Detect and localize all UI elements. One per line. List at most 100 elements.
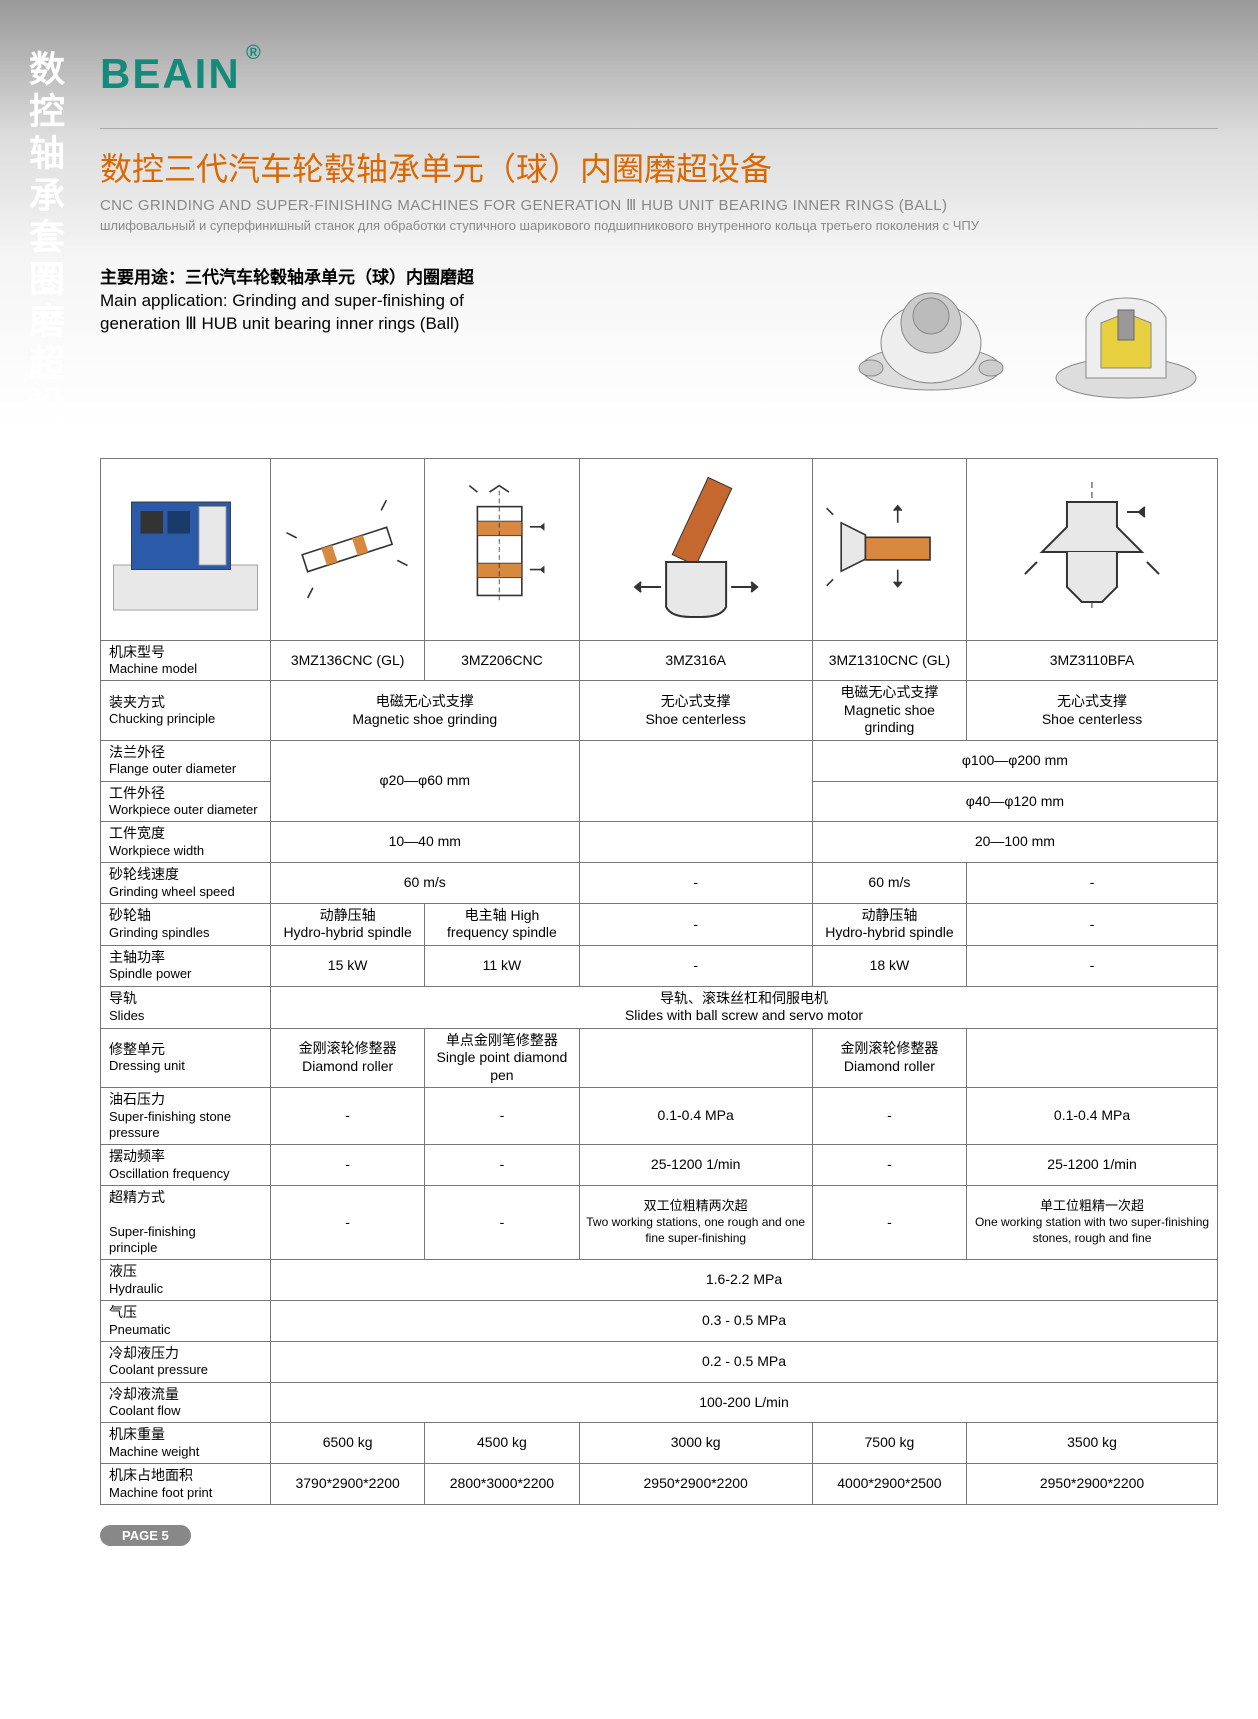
model-row: 机床型号Machine model 3MZ136CNC (GL) 3MZ206C… [101, 640, 1218, 681]
label-en: Flange outer diameter [109, 761, 264, 777]
power-row: 主轴功率Spindle power 15 kW 11 kW - 18 kW - [101, 945, 1218, 986]
label-cn: 法兰外径 [109, 744, 264, 762]
label-en: Workpiece outer diameter [109, 802, 264, 818]
label-en: Workpiece width [109, 843, 264, 859]
cell-en: Diamond roller [302, 1058, 393, 1074]
main-content: BEAIN 数控三代汽车轮毂轴承单元（球）内圈磨超设备 CNC GRINDING… [100, 0, 1258, 1586]
cell-blank [579, 740, 812, 822]
cell-cn: 单点金刚笔修整器 [446, 1032, 558, 1048]
weight-row: 机床重量Machine weight 6500 kg 4500 kg 3000 … [101, 1423, 1218, 1464]
cell: 25-1200 1/min [967, 1145, 1218, 1186]
cell-en: Single point diamond pen [437, 1049, 568, 1083]
cell: - [967, 903, 1218, 945]
cell: 2800*3000*2200 [425, 1464, 579, 1505]
cell: 6500 kg [271, 1423, 425, 1464]
cell: - [579, 903, 812, 945]
cell: φ40—φ120 mm [812, 781, 1217, 822]
footprint-row: 机床占地面积Machine foot print 3790*2900*2200 … [101, 1464, 1218, 1505]
cell: 3MZ3110BFA [967, 640, 1218, 681]
label-en: Grinding spindles [109, 925, 264, 941]
application-text: 主要用途：三代汽车轮毂轴承单元（球）内圈磨超 Main application:… [100, 263, 788, 334]
label-cn: 超精方式 [109, 1189, 264, 1207]
cell: 10—40 mm [271, 822, 580, 863]
cell-cn: 动静压轴 [320, 907, 376, 923]
coolant-p-row: 冷却液压力Coolant pressure 0.2 - 0.5 MPa [101, 1341, 1218, 1382]
cell-cn: 导轨、滚珠丝杠和伺服电机 [660, 990, 828, 1006]
cell-en: Slides with ball screw and servo motor [625, 1007, 863, 1023]
cell: φ20—φ60 mm [271, 740, 580, 822]
cell-cn: 无心式支撑 [1057, 693, 1127, 709]
divider [100, 128, 1218, 129]
cell-blank [579, 1028, 812, 1088]
product-title-cn: 数控三代汽车轮毂轴承单元（球）内圈磨超设备 [100, 144, 1218, 190]
cell-en: Hydro-hybrid spindle [825, 924, 953, 940]
cell-en: Hydro-hybrid spindle [283, 924, 411, 940]
label-cn: 液压 [109, 1263, 264, 1281]
app-cn: 主要用途：三代汽车轮毂轴承单元（球）内圈磨超 [100, 263, 788, 288]
cell-en: Shoe centerless [645, 711, 745, 727]
cell-cn: 无心式支撑 [661, 693, 731, 709]
cell: - [425, 1145, 579, 1186]
label-cn: 冷却液流量 [109, 1386, 264, 1404]
cell-en: Magnetic shoe grinding [844, 702, 935, 736]
cell: 3500 kg [967, 1423, 1218, 1464]
label-en: Machine model [109, 661, 264, 677]
cell: 15 kW [271, 945, 425, 986]
label-en: Coolant pressure [109, 1362, 264, 1378]
cell-en: Magnetic shoe grinding [352, 711, 497, 727]
cell: - [812, 1088, 966, 1145]
label-cn: 工件外径 [109, 785, 264, 803]
cell: - [271, 1185, 425, 1260]
cell: 20—100 mm [812, 822, 1217, 863]
page-number-badge: PAGE 5 [100, 1525, 191, 1546]
chucking-row: 装夹方式Chucking principle 电磁无心式支撑 Magnetic s… [101, 681, 1218, 741]
cell: - [425, 1088, 579, 1145]
cell: - [271, 1088, 425, 1145]
label-en: Grinding wheel speed [109, 884, 264, 900]
diagram-1 [271, 459, 425, 641]
cell-cn: 金刚滚轮修整器 [299, 1040, 397, 1056]
cell: 2950*2900*2200 [579, 1464, 812, 1505]
label-cn: 修整单元 [109, 1041, 264, 1059]
label-en: Machine foot print [109, 1485, 264, 1501]
cell: 0.1-0.4 MPa [579, 1088, 812, 1145]
cell: - [579, 945, 812, 986]
sf-principle-row: 超精方式Super-finishingprinciple - - 双工位粗精两次… [101, 1185, 1218, 1260]
label-cn: 装夹方式 [109, 694, 264, 712]
cell: 2950*2900*2200 [967, 1464, 1218, 1505]
label-cn: 油石压力 [109, 1091, 264, 1109]
cell-en: frequency spindle [447, 924, 557, 940]
cell: - [967, 863, 1218, 904]
cell-cn: 电磁无心式支撑 [840, 684, 938, 700]
cell: 1.6-2.2 MPa [271, 1260, 1218, 1301]
diagram-row [101, 459, 1218, 641]
diagram-2 [425, 459, 579, 641]
cell-cn: 电主轴 High [465, 907, 540, 923]
label-en: Chucking principle [109, 711, 264, 727]
label-cn: 导轨 [109, 990, 264, 1008]
label-cn: 气压 [109, 1304, 264, 1322]
label-en: Hydraulic [109, 1281, 264, 1297]
label-cn: 主轴功率 [109, 949, 264, 967]
pneumatic-row: 气压Pneumatic 0.3 - 0.5 MPa [101, 1301, 1218, 1342]
cell: 3MZ316A [579, 640, 812, 681]
spec-table: 机床型号Machine model 3MZ136CNC (GL) 3MZ206C… [100, 458, 1218, 1505]
coolant-f-row: 冷却液流量Coolant flow 100-200 L/min [101, 1382, 1218, 1423]
label-en: Super-finishing stone pressure [109, 1109, 264, 1142]
label-en: Super-finishingprinciple [109, 1224, 264, 1257]
label-cn: 工件宽度 [109, 825, 264, 843]
label-en: Pneumatic [109, 1322, 264, 1338]
app-en1: Main application: Grinding and super-fin… [100, 291, 788, 311]
cell-en: Shoe centerless [1042, 711, 1142, 727]
cell-blank [967, 1028, 1218, 1088]
label-cn: 摆动频率 [109, 1148, 264, 1166]
cell: - [812, 1145, 966, 1186]
oscillation-row: 摆动频率Oscillation frequency - - 25-1200 1/… [101, 1145, 1218, 1186]
cell: 60 m/s [812, 863, 966, 904]
label-en: Dressing unit [109, 1058, 264, 1074]
machine-photo-icon [109, 467, 262, 627]
cell: 7500 kg [812, 1423, 966, 1464]
cell-cn: 单工位粗精一次超 [973, 1198, 1211, 1215]
label-en: Slides [109, 1008, 264, 1024]
diagram-5 [967, 459, 1218, 641]
